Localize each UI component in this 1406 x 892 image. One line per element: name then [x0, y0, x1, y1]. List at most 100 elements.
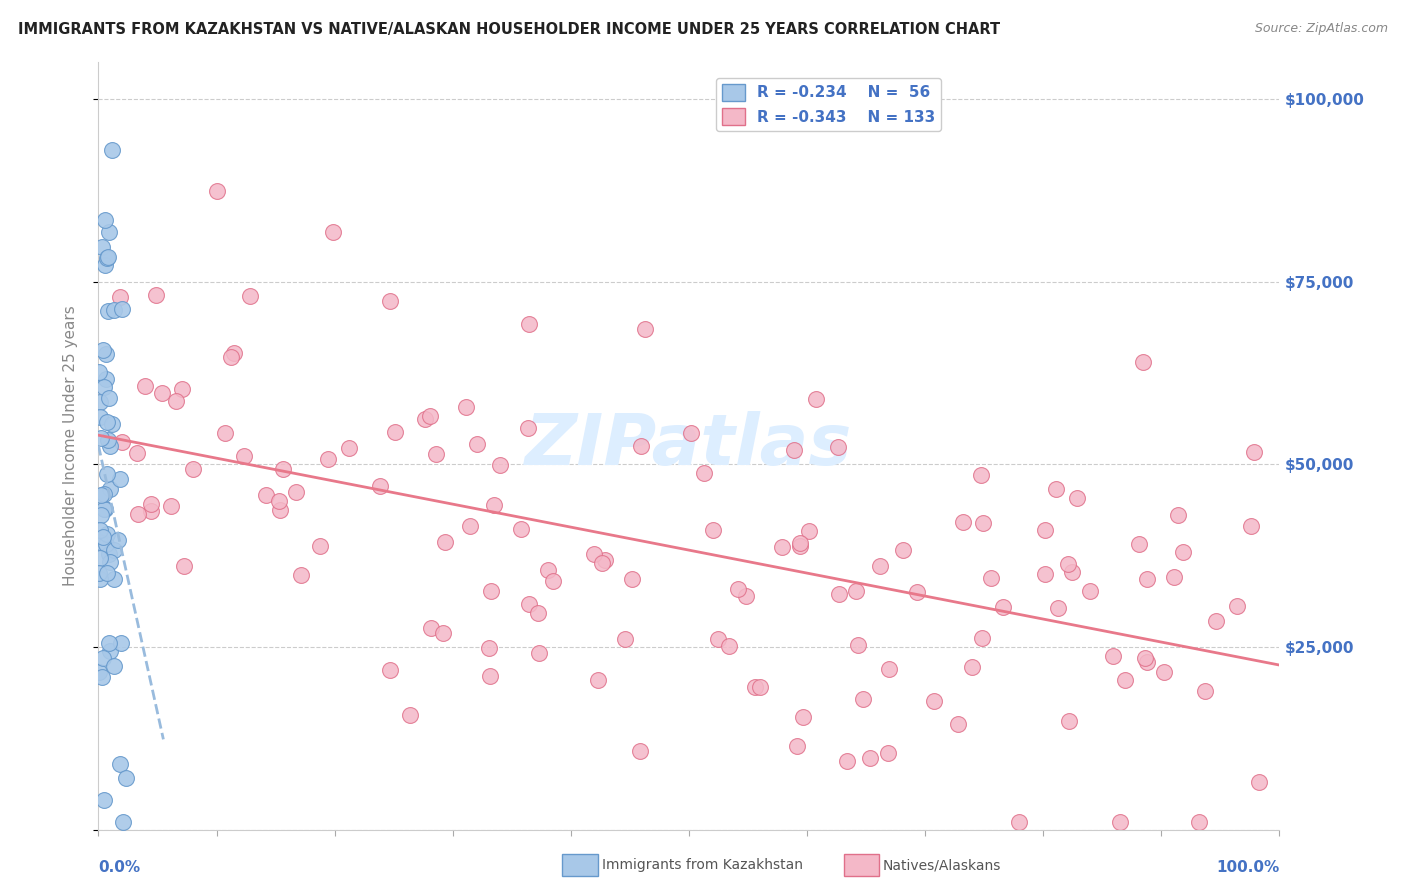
- Point: [482, 498, 505, 512]
- Point: [591, 556, 613, 570]
- Point: [111, 435, 134, 450]
- Point: [98, 555, 121, 569]
- Point: [93, 793, 115, 807]
- Point: [1239, 519, 1261, 533]
- Point: [91, 240, 114, 254]
- Point: [290, 567, 312, 582]
- Point: [1057, 714, 1080, 729]
- Point: [110, 636, 132, 650]
- Text: Source: ZipAtlas.com: Source: ZipAtlas.com: [1254, 22, 1388, 36]
- Point: [125, 446, 148, 460]
- Point: [94, 372, 117, 386]
- Point: [845, 584, 868, 599]
- Point: [630, 439, 652, 453]
- Point: [846, 638, 869, 652]
- Text: Natives/Alaskans: Natives/Alaskans: [883, 858, 1001, 872]
- Point: [97, 250, 120, 264]
- Point: [1205, 614, 1227, 628]
- Point: [233, 449, 256, 463]
- Point: [103, 659, 125, 673]
- Point: [337, 441, 360, 455]
- Point: [432, 625, 454, 640]
- Point: [93, 502, 115, 516]
- Point: [98, 643, 121, 657]
- Point: [91, 651, 114, 665]
- Point: [322, 225, 344, 239]
- Point: [456, 400, 478, 414]
- Point: [869, 558, 891, 573]
- Text: 0.0%: 0.0%: [98, 860, 141, 875]
- Point: [90, 431, 112, 445]
- Point: [96, 527, 118, 541]
- Point: [877, 746, 900, 760]
- Point: [145, 288, 167, 302]
- Point: [1136, 655, 1159, 669]
- Point: [139, 497, 162, 511]
- Point: [859, 751, 882, 765]
- Point: [103, 542, 125, 557]
- Point: [789, 539, 811, 553]
- Point: [94, 258, 117, 272]
- Point: [89, 572, 111, 586]
- Point: [214, 425, 236, 440]
- Point: [271, 461, 294, 475]
- Point: [221, 350, 243, 364]
- Point: [420, 621, 443, 635]
- Point: [368, 479, 391, 493]
- Point: [744, 680, 766, 694]
- Point: [693, 466, 716, 480]
- Point: [891, 543, 914, 558]
- Point: [89, 523, 111, 537]
- Point: [173, 559, 195, 574]
- Point: [96, 536, 118, 550]
- Point: [1171, 544, 1194, 558]
- Point: [1153, 665, 1175, 679]
- Point: [166, 394, 188, 409]
- Point: [1008, 815, 1031, 830]
- Point: [269, 503, 291, 517]
- Point: [509, 522, 531, 536]
- Point: [98, 482, 121, 496]
- Point: [962, 660, 984, 674]
- Legend: R = -0.234    N =  56, R = -0.343    N = 133: R = -0.234 N = 56, R = -0.343 N = 133: [716, 78, 941, 131]
- Y-axis label: Householder Income Under 25 years: Householder Income Under 25 years: [63, 306, 77, 586]
- Point: [413, 412, 436, 426]
- Point: [877, 662, 900, 676]
- Point: [90, 488, 112, 502]
- Point: [101, 417, 124, 432]
- Point: [98, 547, 121, 561]
- Point: [517, 597, 540, 611]
- Point: [87, 665, 110, 680]
- Point: [93, 487, 115, 501]
- Point: [804, 392, 827, 407]
- Point: [786, 739, 808, 753]
- Point: [98, 439, 121, 453]
- Point: [972, 516, 994, 531]
- Point: [1060, 566, 1083, 580]
- Point: [489, 458, 512, 472]
- Point: [1243, 445, 1265, 459]
- Point: [89, 395, 111, 409]
- Text: 100.0%: 100.0%: [1216, 860, 1279, 875]
- Point: [1128, 537, 1150, 551]
- Point: [103, 572, 125, 586]
- Point: [583, 548, 606, 562]
- Point: [127, 507, 149, 521]
- Point: [634, 322, 657, 336]
- Point: [1101, 648, 1123, 663]
- Point: [1066, 491, 1088, 506]
- Point: [150, 386, 173, 401]
- Text: ZIPatlas: ZIPatlas: [526, 411, 852, 481]
- Point: [479, 584, 502, 599]
- Point: [1194, 684, 1216, 698]
- Point: [478, 640, 501, 655]
- Point: [770, 541, 793, 555]
- Point: [205, 184, 228, 198]
- Point: [91, 343, 114, 357]
- Point: [316, 452, 339, 467]
- Point: [181, 462, 204, 476]
- Point: [107, 533, 129, 547]
- Point: [380, 663, 402, 677]
- Point: [91, 530, 114, 544]
- Point: [108, 472, 131, 486]
